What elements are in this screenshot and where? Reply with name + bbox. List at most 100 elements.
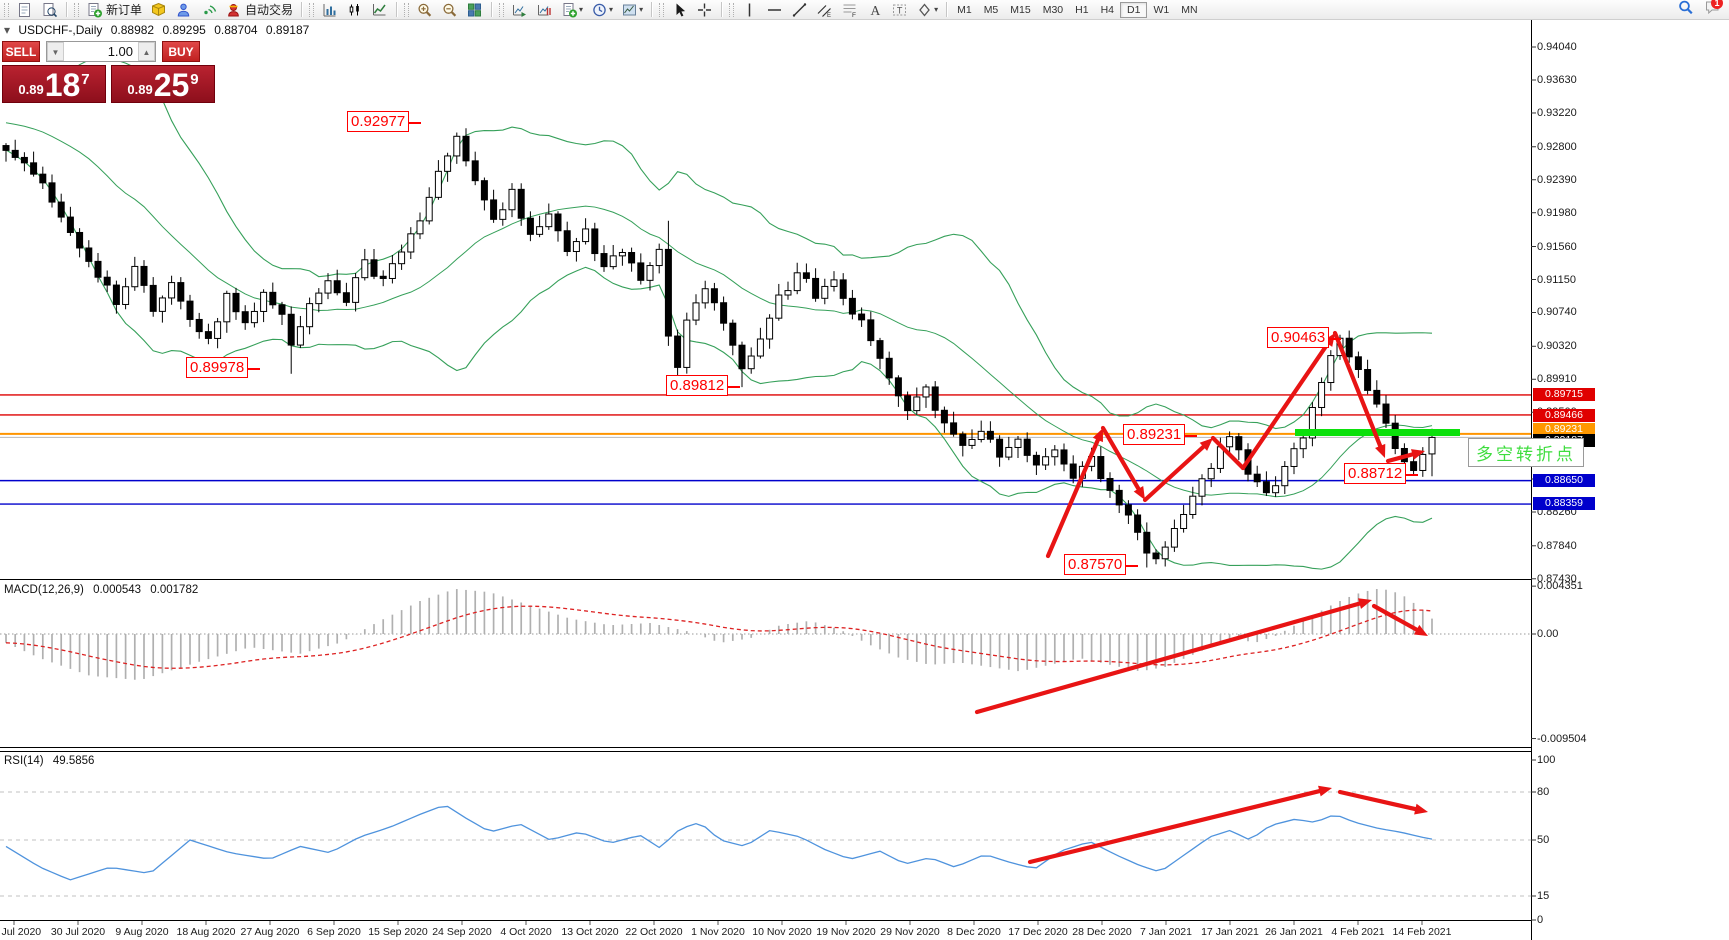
candle-body[interactable] <box>306 303 314 328</box>
candle-body[interactable] <box>103 276 111 286</box>
candle-body[interactable] <box>1180 513 1188 530</box>
candle-body[interactable] <box>931 386 939 411</box>
candle-body[interactable] <box>296 326 304 346</box>
candle-body[interactable] <box>821 285 829 299</box>
candle-body[interactable] <box>563 230 571 253</box>
candle-body[interactable] <box>1382 403 1390 424</box>
crosshair-tool-button[interactable] <box>692 1 717 19</box>
candle-body[interactable] <box>2 145 10 151</box>
line-chart-mode-button[interactable] <box>367 1 392 19</box>
data-window-button[interactable] <box>37 1 62 19</box>
candle-body[interactable] <box>223 292 231 323</box>
candle-body[interactable] <box>499 209 507 220</box>
candle-body[interactable] <box>1124 504 1132 516</box>
candle-body[interactable] <box>664 248 672 337</box>
turning-point-annotation[interactable]: 多空转折点 <box>1468 438 1584 467</box>
candle-body[interactable] <box>1005 446 1013 458</box>
candle-body[interactable] <box>342 292 350 303</box>
candle-body[interactable] <box>950 422 958 435</box>
price-trend-arrow-3[interactable] <box>1210 435 1246 471</box>
candle-body[interactable] <box>1290 448 1298 467</box>
add-indicator-caret-icon[interactable]: ▾ <box>579 5 584 14</box>
shapes-tool-caret-icon[interactable]: ▾ <box>934 5 939 14</box>
candle-body[interactable] <box>1207 467 1215 480</box>
candle-body[interactable] <box>57 201 65 218</box>
candle-chart-mode-button[interactable] <box>342 1 367 19</box>
candle-body[interactable] <box>729 322 737 346</box>
candle-body[interactable] <box>968 439 976 446</box>
auto-scroll-button[interactable] <box>507 1 532 19</box>
macd-trend-arrow-1[interactable] <box>1371 603 1423 634</box>
candle-body[interactable] <box>839 279 847 299</box>
candle-body[interactable] <box>232 292 240 313</box>
price-trend-arrow-6[interactable] <box>1385 451 1419 464</box>
periods-caret-icon[interactable]: ▾ <box>609 5 614 14</box>
candle-body[interactable] <box>1014 438 1022 448</box>
candle-body[interactable] <box>278 304 286 315</box>
candle-body[interactable] <box>30 162 38 175</box>
timeframe-m15-button[interactable]: M15 <box>1010 3 1031 16</box>
candle-body[interactable] <box>158 297 166 312</box>
candle-body[interactable] <box>802 272 810 279</box>
fibonacci-tool-button[interactable]: F <box>837 1 862 19</box>
price-object-label-0.89812[interactable]: 0.89812 <box>666 375 741 396</box>
candle-body[interactable] <box>131 265 139 288</box>
templates-caret-icon[interactable]: ▾ <box>639 5 644 14</box>
candle-body[interactable] <box>140 265 148 286</box>
buy-button[interactable]: BUY <box>162 41 200 62</box>
candle-body[interactable] <box>867 319 875 342</box>
profile-button[interactable] <box>12 1 37 19</box>
candle-body[interactable] <box>1097 456 1105 479</box>
candle-body[interactable] <box>775 294 783 319</box>
candle-body[interactable] <box>1134 514 1142 533</box>
price-object-label-0.92977[interactable]: 0.92977 <box>347 111 422 132</box>
candle-body[interactable] <box>241 311 249 324</box>
timeframe-h4-button[interactable]: H4 <box>1100 3 1115 16</box>
candle-body[interactable] <box>76 231 84 249</box>
candle-body[interactable] <box>1161 546 1169 560</box>
candle-body[interactable] <box>1235 436 1243 451</box>
candle-body[interactable] <box>784 290 792 296</box>
candle-body[interactable] <box>766 317 774 340</box>
candle-body[interactable] <box>398 251 406 265</box>
timeframe-m1-button[interactable]: M1 <box>957 3 972 16</box>
candle-body[interactable] <box>1189 495 1197 515</box>
candle-body[interactable] <box>1345 337 1353 358</box>
candle-body[interactable] <box>1023 438 1031 456</box>
search-icon[interactable] <box>1677 0 1694 20</box>
signals-button[interactable] <box>196 1 221 19</box>
trendline-tool-button[interactable] <box>787 1 812 19</box>
price-trend-arrow-4[interactable] <box>1240 338 1332 471</box>
candle-body[interactable] <box>986 430 994 440</box>
candle-body[interactable] <box>1106 477 1114 491</box>
candle-body[interactable] <box>480 180 488 201</box>
candle-body[interactable] <box>260 291 268 312</box>
candle-body[interactable] <box>94 260 102 278</box>
candle-body[interactable] <box>20 156 28 164</box>
candle-body[interactable] <box>1198 478 1206 497</box>
candle-body[interactable] <box>1253 473 1261 483</box>
candle-body[interactable] <box>453 135 461 157</box>
candle-body[interactable] <box>1318 382 1326 408</box>
candle-body[interactable] <box>526 217 534 235</box>
candle-body[interactable] <box>444 155 452 172</box>
volume-stepper[interactable]: ▼ 1.00 ▲ <box>46 41 156 62</box>
candle-body[interactable] <box>425 196 433 222</box>
candle-body[interactable] <box>582 228 590 243</box>
add-indicator-button[interactable]: ▾ <box>557 1 587 19</box>
candle-body[interactable] <box>554 213 562 232</box>
candle-body[interactable] <box>812 277 820 299</box>
text-tool-button[interactable]: A <box>862 1 887 19</box>
candle-body[interactable] <box>407 233 415 253</box>
candle-body[interactable] <box>609 255 617 268</box>
candle-body[interactable] <box>876 340 884 359</box>
candle-body[interactable] <box>894 377 902 397</box>
candle-body[interactable] <box>1069 463 1077 479</box>
candle-body[interactable] <box>655 248 663 267</box>
candle-body[interactable] <box>324 280 332 294</box>
candle-body[interactable] <box>434 170 442 198</box>
auto-trading-button[interactable]: 自动交易 <box>221 1 297 19</box>
candle-body[interactable] <box>1051 449 1059 458</box>
timeframe-m30-button[interactable]: M30 <box>1042 3 1064 16</box>
candle-body[interactable] <box>1281 465 1289 487</box>
